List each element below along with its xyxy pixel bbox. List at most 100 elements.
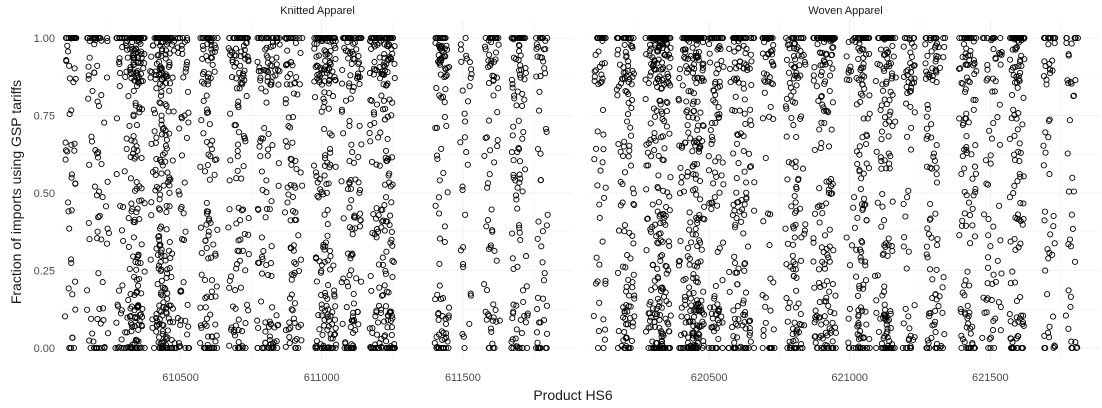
data-point	[274, 67, 282, 74]
data-point	[630, 271, 637, 278]
data-point	[874, 199, 881, 206]
data-point	[237, 284, 244, 291]
data-point	[522, 69, 529, 77]
data-point	[231, 332, 239, 339]
data-point	[863, 217, 870, 224]
data-point	[621, 344, 628, 352]
data-point	[540, 277, 547, 284]
data-point	[731, 107, 738, 114]
data-point	[203, 199, 210, 206]
data-point	[1009, 339, 1016, 346]
data-point	[615, 328, 622, 335]
data-point	[461, 134, 468, 141]
data-point	[864, 344, 871, 352]
data-point	[204, 34, 211, 42]
data-point	[933, 34, 940, 42]
data-point	[665, 73, 672, 80]
data-point	[148, 140, 155, 147]
data-point	[923, 243, 930, 250]
data-point	[384, 312, 391, 319]
data-point	[613, 86, 620, 93]
data-point	[166, 238, 173, 246]
data-point	[730, 333, 737, 340]
data-point	[856, 282, 863, 289]
data-point	[827, 308, 834, 315]
data-point	[152, 187, 159, 194]
data-point	[98, 160, 105, 168]
data-point	[987, 152, 994, 159]
data-point	[208, 277, 216, 284]
data-point	[695, 48, 702, 55]
data-point	[206, 121, 213, 128]
data-point	[929, 65, 936, 72]
data-point	[653, 339, 660, 346]
data-point	[726, 45, 733, 52]
data-point	[656, 298, 663, 306]
data-point	[163, 304, 170, 311]
data-point	[856, 47, 864, 54]
data-point	[694, 243, 701, 250]
data-point	[821, 232, 829, 239]
data-point	[166, 265, 173, 272]
data-point	[332, 325, 339, 332]
data-point	[267, 260, 275, 267]
data-point	[186, 344, 193, 352]
data-point	[862, 308, 869, 315]
data-point	[321, 258, 328, 266]
data-point	[693, 274, 700, 281]
data-point	[747, 163, 755, 170]
data-point	[518, 330, 525, 337]
data-point	[318, 344, 325, 352]
data-point	[973, 68, 980, 75]
data-point	[940, 274, 947, 281]
data-point	[285, 114, 292, 121]
data-point	[256, 64, 263, 71]
data-point	[135, 304, 142, 311]
data-point	[542, 125, 550, 132]
data-point	[382, 270, 389, 277]
data-point	[258, 85, 265, 92]
data-point	[356, 186, 364, 194]
data-point	[104, 178, 111, 185]
data-point	[86, 161, 93, 168]
data-point	[934, 236, 941, 243]
data-point	[623, 283, 630, 290]
data-point	[658, 134, 665, 141]
data-point	[344, 34, 351, 42]
data-point	[799, 344, 806, 352]
data-point	[811, 284, 818, 291]
data-point	[889, 198, 896, 205]
data-point	[381, 282, 388, 289]
data-point	[159, 46, 166, 53]
data-point	[903, 34, 911, 42]
data-point	[285, 34, 292, 42]
data-point	[989, 327, 997, 334]
data-point	[268, 243, 275, 250]
data-point	[163, 209, 170, 216]
data-point	[889, 73, 896, 80]
data-point	[615, 227, 623, 234]
data-point	[887, 310, 894, 317]
data-point	[203, 221, 210, 228]
data-point	[155, 51, 162, 58]
data-point	[885, 150, 892, 157]
data-point	[645, 162, 652, 169]
label-layer: Product HS6 Fraction of imports using GS…	[8, 5, 1009, 403]
data-point	[128, 328, 135, 335]
data-point	[169, 74, 176, 81]
data-point	[932, 210, 939, 217]
data-point	[487, 325, 494, 332]
data-point	[158, 131, 165, 138]
data-point	[821, 265, 828, 272]
data-point	[923, 125, 930, 132]
data-point	[828, 344, 835, 352]
data-point	[695, 304, 703, 311]
data-point	[147, 256, 154, 263]
data-point	[372, 313, 379, 320]
data-point	[982, 157, 989, 164]
data-point	[743, 344, 750, 352]
data-point	[539, 228, 546, 235]
data-point	[383, 344, 391, 352]
data-point	[733, 34, 740, 42]
data-point	[1045, 334, 1053, 341]
